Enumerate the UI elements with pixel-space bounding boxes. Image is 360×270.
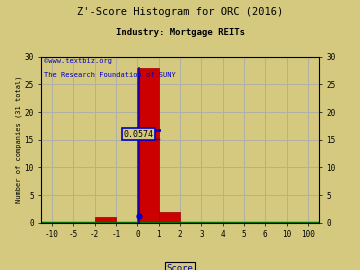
- Y-axis label: Number of companies (31 total): Number of companies (31 total): [15, 76, 22, 204]
- Bar: [95, 217, 116, 223]
- Bar: [138, 68, 159, 223]
- Text: ©www.textbiz.org: ©www.textbiz.org: [44, 58, 112, 64]
- Text: Score: Score: [167, 264, 193, 270]
- Text: Industry: Mortgage REITs: Industry: Mortgage REITs: [116, 28, 244, 37]
- Text: 0.0574: 0.0574: [123, 130, 154, 139]
- Text: The Research Foundation of SUNY: The Research Foundation of SUNY: [44, 72, 176, 78]
- Text: Z'-Score Histogram for ORC (2016): Z'-Score Histogram for ORC (2016): [77, 7, 283, 17]
- Bar: [159, 212, 180, 223]
